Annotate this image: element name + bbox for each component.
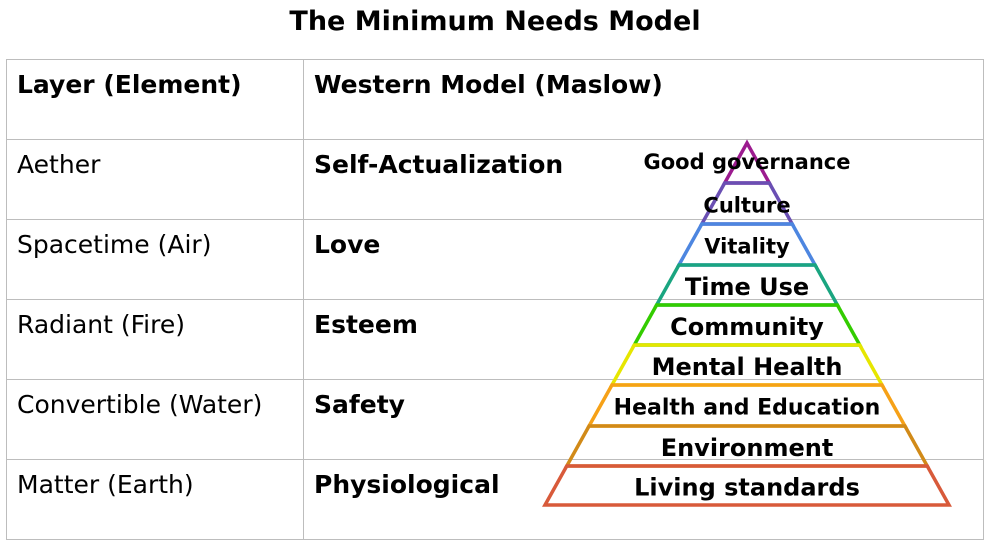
pyramid-level-label: Culture (703, 194, 790, 218)
cell-layer: Convertible (Water) (6, 379, 304, 460)
pyramid-level-label: Mental Health (652, 353, 843, 381)
cell-western: Love (303, 219, 984, 300)
pyramid-level-label: Good governance (644, 150, 851, 174)
pyramid-level-label: Living standards (634, 474, 860, 502)
cell-layer: Radiant (Fire) (6, 299, 304, 380)
table-row: Radiant (Fire) Esteem (6, 299, 984, 380)
pyramid-level-outline (542, 464, 952, 507)
table-row: Aether Self-Actualization (6, 139, 984, 220)
table-row: Convertible (Water) Safety (6, 379, 984, 460)
pyramid-level-label: Environment (661, 434, 834, 462)
table-row: Matter (Earth) Physiological (6, 459, 984, 540)
cell-layer: Aether (6, 139, 304, 220)
header-layer: Layer (Element) (6, 59, 304, 140)
pyramid-level-label: Community (670, 313, 824, 341)
cell-western: Physiological (303, 459, 984, 540)
needs-table: Layer (Element) Western Model (Maslow) A… (6, 59, 984, 540)
pyramid-level-label: Vitality (704, 235, 790, 259)
cell-layer: Spacetime (Air) (6, 219, 304, 300)
cell-layer: Matter (Earth) (6, 459, 304, 540)
cell-western: Self-Actualization (303, 139, 984, 220)
page-title: The Minimum Needs Model (289, 6, 701, 37)
pyramid-level-label: Health and Education (614, 396, 881, 421)
cell-western: Safety (303, 379, 984, 460)
table-row: Spacetime (Air) Love (6, 219, 984, 300)
pyramid-level-label: Time Use (685, 273, 809, 301)
